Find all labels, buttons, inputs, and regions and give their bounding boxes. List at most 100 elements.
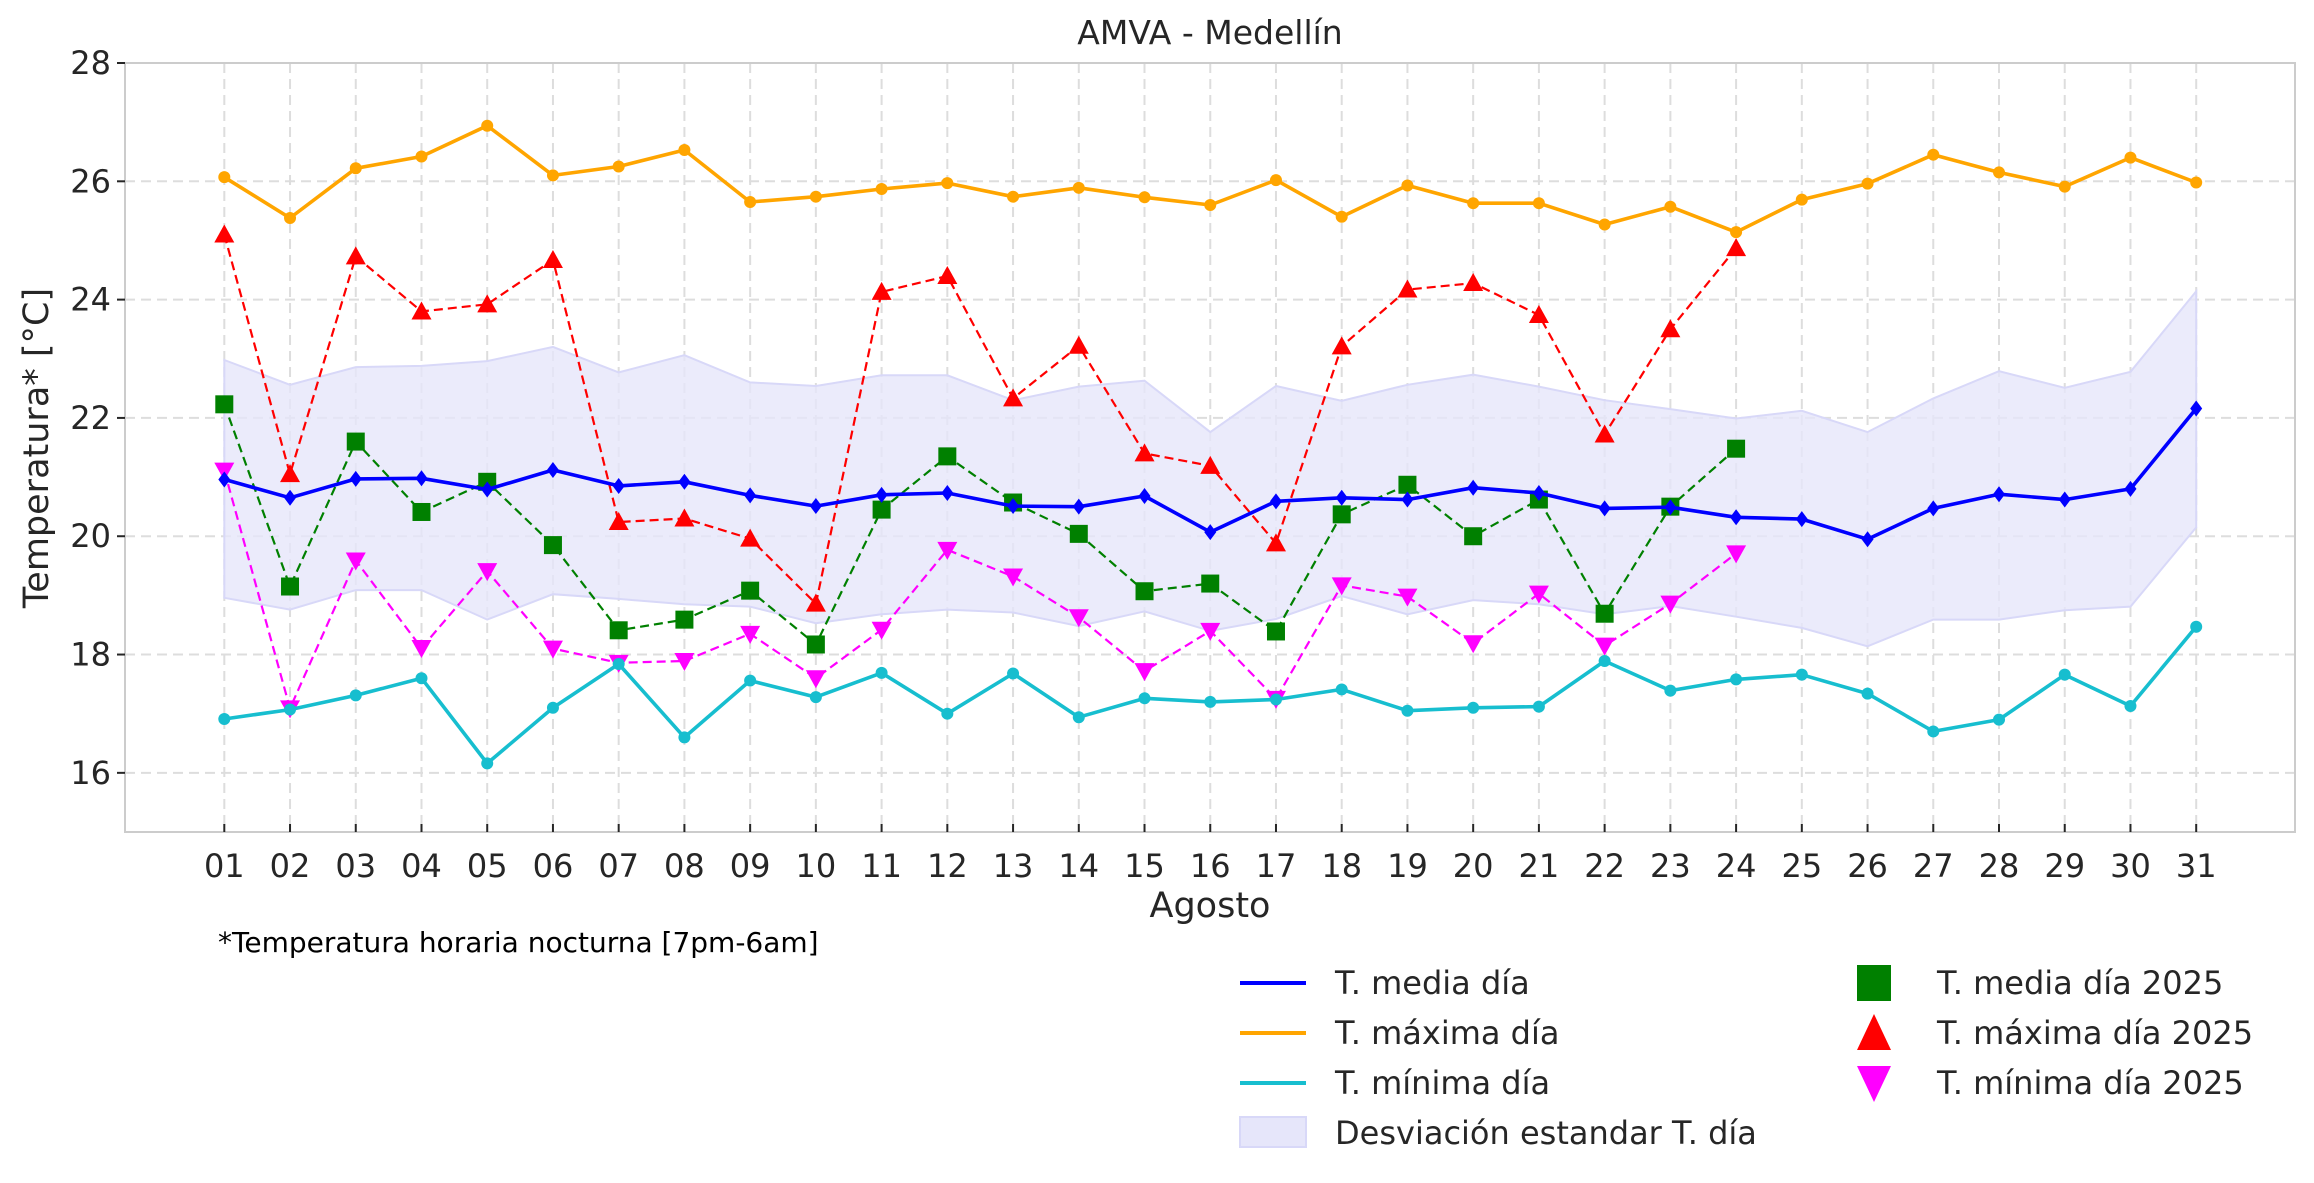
x-tick-label: 10 [796, 847, 837, 885]
data-point [1138, 692, 1151, 705]
series-t-m-xima-d-a-2025 [214, 224, 1747, 612]
x-tick-label: 29 [2044, 847, 2085, 885]
data-point [1532, 197, 1545, 210]
x-tick-label: 05 [467, 847, 508, 885]
data-point [1269, 493, 1282, 510]
data-point [349, 162, 362, 175]
data-point [2190, 400, 2203, 417]
data-point [1463, 273, 1484, 292]
data-point [284, 211, 297, 224]
data-point [346, 432, 365, 451]
data-point [744, 196, 757, 209]
data-point [805, 593, 826, 612]
data-point [941, 707, 954, 720]
chart-title: AMVA - Medellín [1077, 13, 1342, 52]
legend-label: T. máxima día [1334, 1014, 1559, 1052]
data-point [609, 621, 628, 640]
y-tick-label: 16 [70, 754, 111, 792]
x-tick-label: 17 [1256, 847, 1297, 885]
footnote: *Temperatura horaria nocturna [7pm-6am] [218, 926, 819, 959]
legend-square-marker [1857, 965, 1891, 1001]
data-point [349, 689, 362, 702]
data-point [1861, 687, 1874, 700]
data-point [1463, 635, 1484, 654]
data-point [415, 672, 428, 685]
data-point [1795, 511, 1808, 528]
data-point [1204, 695, 1217, 708]
x-tick-label: 26 [1847, 847, 1888, 885]
data-point [675, 610, 694, 629]
data-point [1401, 179, 1414, 192]
series-line [223, 234, 1737, 605]
x-tick-label: 28 [1979, 847, 2020, 885]
data-point [1068, 609, 1089, 628]
series-line [223, 470, 1737, 710]
data-point [2124, 700, 2137, 713]
x-tick-label: 12 [927, 847, 968, 885]
data-point [875, 666, 888, 679]
data-point [809, 691, 822, 704]
data-point [1664, 499, 1677, 516]
legend-label: T. mínima día 2025 [1936, 1064, 2244, 1102]
x-tick-label: 27 [1913, 847, 1954, 885]
data-point [740, 528, 761, 547]
data-point [1072, 181, 1085, 194]
legend-item: T. mínima día [1240, 1064, 1550, 1102]
x-tick-label: 23 [1650, 847, 1691, 885]
x-tick-label: 24 [1716, 847, 1757, 885]
data-point [1269, 693, 1282, 706]
data-point [1660, 595, 1681, 614]
data-point [612, 658, 625, 671]
data-point [345, 552, 366, 571]
x-tick-label: 30 [2110, 847, 2151, 885]
x-tick-label: 20 [1453, 847, 1494, 885]
data-point [1335, 683, 1348, 696]
x-tick-label: 25 [1781, 847, 1822, 885]
data-point [1595, 604, 1614, 623]
data-point [1397, 588, 1418, 607]
series-t-media-d-a [218, 400, 2203, 548]
legend-item: T. mínima día 2025 [1857, 1064, 2244, 1102]
data-point [1003, 568, 1024, 587]
data-point [215, 395, 234, 414]
data-point [1528, 304, 1549, 323]
data-point [938, 447, 957, 466]
data-point [875, 182, 888, 195]
x-tick-label: 11 [861, 847, 902, 885]
x-axis: 01 02 03 04 05 06 07 08 09 10 11 12 13 14 15 16 17 18 19 20… [204, 824, 2217, 885]
x-tick-label: 09 [730, 847, 771, 885]
data-point [415, 150, 428, 163]
data-point [2124, 151, 2137, 164]
series-t-m-nima-d-a-2025 [214, 462, 1747, 719]
data-point [1861, 531, 1874, 548]
data-point [1401, 704, 1414, 717]
legend-label: T. media día 2025 [1936, 964, 2223, 1002]
data-point [871, 621, 892, 640]
data-point [1993, 713, 2006, 726]
data-point [1003, 388, 1024, 407]
data-point [542, 249, 563, 268]
x-axis-label: Agosto [1150, 886, 1271, 926]
data-point [2124, 480, 2137, 497]
data-point [1269, 174, 1282, 187]
data-point [1532, 700, 1545, 713]
data-point [280, 464, 301, 483]
series-t-m-nima-d-a [218, 620, 2203, 770]
data-point [1200, 622, 1221, 641]
data-point [481, 481, 494, 498]
data-point [1072, 711, 1085, 724]
y-tick-label: 28 [70, 44, 111, 82]
data-point [937, 265, 958, 284]
data-point [678, 731, 691, 744]
data-point [284, 489, 297, 506]
data-point [1007, 667, 1020, 680]
data-point [1927, 725, 1940, 738]
data-point [1266, 622, 1285, 641]
legend-triangle-up-marker [1857, 1014, 1891, 1050]
data-point [1993, 166, 2006, 179]
data-point [1397, 279, 1418, 298]
data-point [1726, 545, 1747, 564]
data-point [1727, 439, 1746, 458]
legend-item: T. media día [1240, 964, 1530, 1002]
y-axis-label: Temperatura* [°C] [17, 288, 57, 609]
